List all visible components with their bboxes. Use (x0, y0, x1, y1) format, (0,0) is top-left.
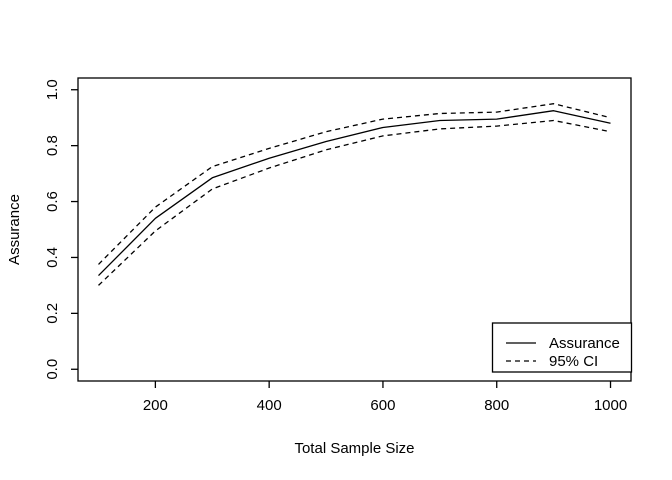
x-axis-title: Total Sample Size (294, 440, 414, 457)
x-tick-label: 400 (257, 397, 282, 414)
y-tick-label: 1.0 (44, 79, 61, 100)
plot-border (77, 77, 632, 382)
series-dashed (98, 119, 611, 286)
x-tick-label: 200 (143, 397, 168, 414)
series-dashed (98, 103, 611, 265)
x-tick-label: 800 (484, 397, 509, 414)
data-series (98, 103, 611, 286)
y-tick-label: 0.2 (44, 303, 61, 324)
x-tick-label: 1000 (594, 397, 627, 414)
y-tick-label: 0.4 (44, 247, 61, 268)
legend-box (491, 322, 633, 373)
legend-line-samples (491, 322, 633, 373)
y-axis-title: Assurance (6, 194, 23, 265)
axis-ticks: 200 400 600 800 1000 0.0 0.2 0.4 0.6 0.8 1.0 (44, 79, 627, 414)
x-tick-label: 600 (370, 397, 395, 414)
legend-label-95ci: 95% CI (549, 353, 598, 370)
y-tick-label: 0.8 (44, 135, 61, 156)
y-tick-label: 0.6 (44, 191, 61, 212)
series-solid (98, 110, 611, 277)
y-tick-label: 0.0 (44, 359, 61, 380)
plot-box (77, 77, 632, 382)
legend-label-assurance: Assurance (549, 335, 620, 352)
